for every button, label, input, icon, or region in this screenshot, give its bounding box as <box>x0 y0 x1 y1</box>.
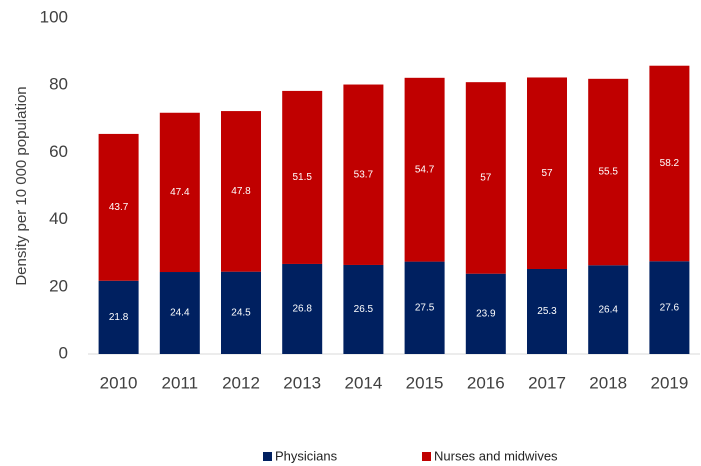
bar-segment <box>404 77 445 262</box>
value-label: 57 <box>480 173 492 184</box>
x-tick-label: 2012 <box>222 373 260 392</box>
legend-label: Nurses and midwives <box>434 448 558 463</box>
bar-segment <box>98 280 139 354</box>
value-label: 54.7 <box>415 164 435 175</box>
x-tick-label: 2010 <box>100 373 138 392</box>
bar-segment <box>465 273 506 354</box>
y-axis-label: Density per 10 000 population <box>13 86 30 285</box>
bar-segment <box>649 65 690 262</box>
y-tick-label: 0 <box>59 343 68 362</box>
bar-segment <box>159 272 200 354</box>
value-label: 24.4 <box>170 308 190 319</box>
bar-segment <box>527 268 567 354</box>
bar-segment <box>588 265 629 354</box>
legend-swatch <box>263 452 272 461</box>
x-tick-label: 2019 <box>650 373 688 392</box>
y-tick-label: 20 <box>49 276 68 295</box>
bar-segment <box>159 112 200 273</box>
x-tick-label: 2011 <box>162 373 199 392</box>
bar-segment <box>649 261 690 354</box>
bar-segment <box>404 261 445 354</box>
value-label: 55.5 <box>598 167 618 178</box>
y-tick-label: 40 <box>49 209 68 228</box>
y-tick-label: 60 <box>49 142 68 161</box>
x-tick-label: 2016 <box>467 373 505 392</box>
value-label: 47.8 <box>231 186 251 197</box>
value-label: 26.4 <box>598 304 618 315</box>
value-label: 25.3 <box>537 306 557 317</box>
bar-segment <box>465 82 506 274</box>
bar-segment <box>282 263 323 354</box>
value-label: 26.8 <box>292 304 312 315</box>
bar-segment <box>282 90 323 264</box>
bar-segment <box>588 78 629 266</box>
value-label: 47.4 <box>170 187 190 198</box>
bar-segment <box>221 111 261 272</box>
value-label: 21.8 <box>109 312 129 323</box>
bar-segment <box>343 84 384 265</box>
value-label: 53.7 <box>354 169 374 180</box>
legend-label: Physicians <box>275 448 338 463</box>
x-tick-label: 2013 <box>283 373 321 392</box>
y-tick-label: 80 <box>49 75 68 94</box>
bar-segment <box>221 271 261 354</box>
x-tick-label: 2014 <box>344 373 382 392</box>
value-label: 27.5 <box>415 302 435 313</box>
bar-segment <box>343 264 384 354</box>
value-label: 27.6 <box>660 302 680 313</box>
value-label: 43.7 <box>109 202 129 213</box>
y-tick-label: 100 <box>40 7 68 26</box>
value-label: 24.5 <box>231 307 251 318</box>
value-label: 23.9 <box>476 308 496 319</box>
value-label: 51.5 <box>292 172 312 183</box>
value-label: 26.5 <box>354 304 374 315</box>
x-tick-label: 2017 <box>528 373 566 392</box>
bar-segment <box>98 133 139 281</box>
value-label: 58.2 <box>660 158 680 169</box>
x-tick-label: 2018 <box>589 373 627 392</box>
x-tick-label: 2015 <box>406 373 444 392</box>
value-label: 57 <box>541 168 553 179</box>
bar-segment <box>527 77 567 269</box>
legend-swatch <box>422 452 431 461</box>
